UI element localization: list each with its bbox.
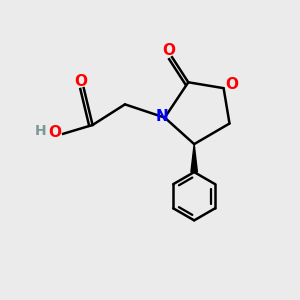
Polygon shape (191, 144, 197, 172)
Text: O: O (225, 77, 239, 92)
Text: N: N (156, 109, 169, 124)
Text: O: O (48, 125, 62, 140)
Text: H: H (34, 124, 46, 138)
Text: O: O (74, 74, 87, 89)
Text: O: O (163, 43, 176, 58)
